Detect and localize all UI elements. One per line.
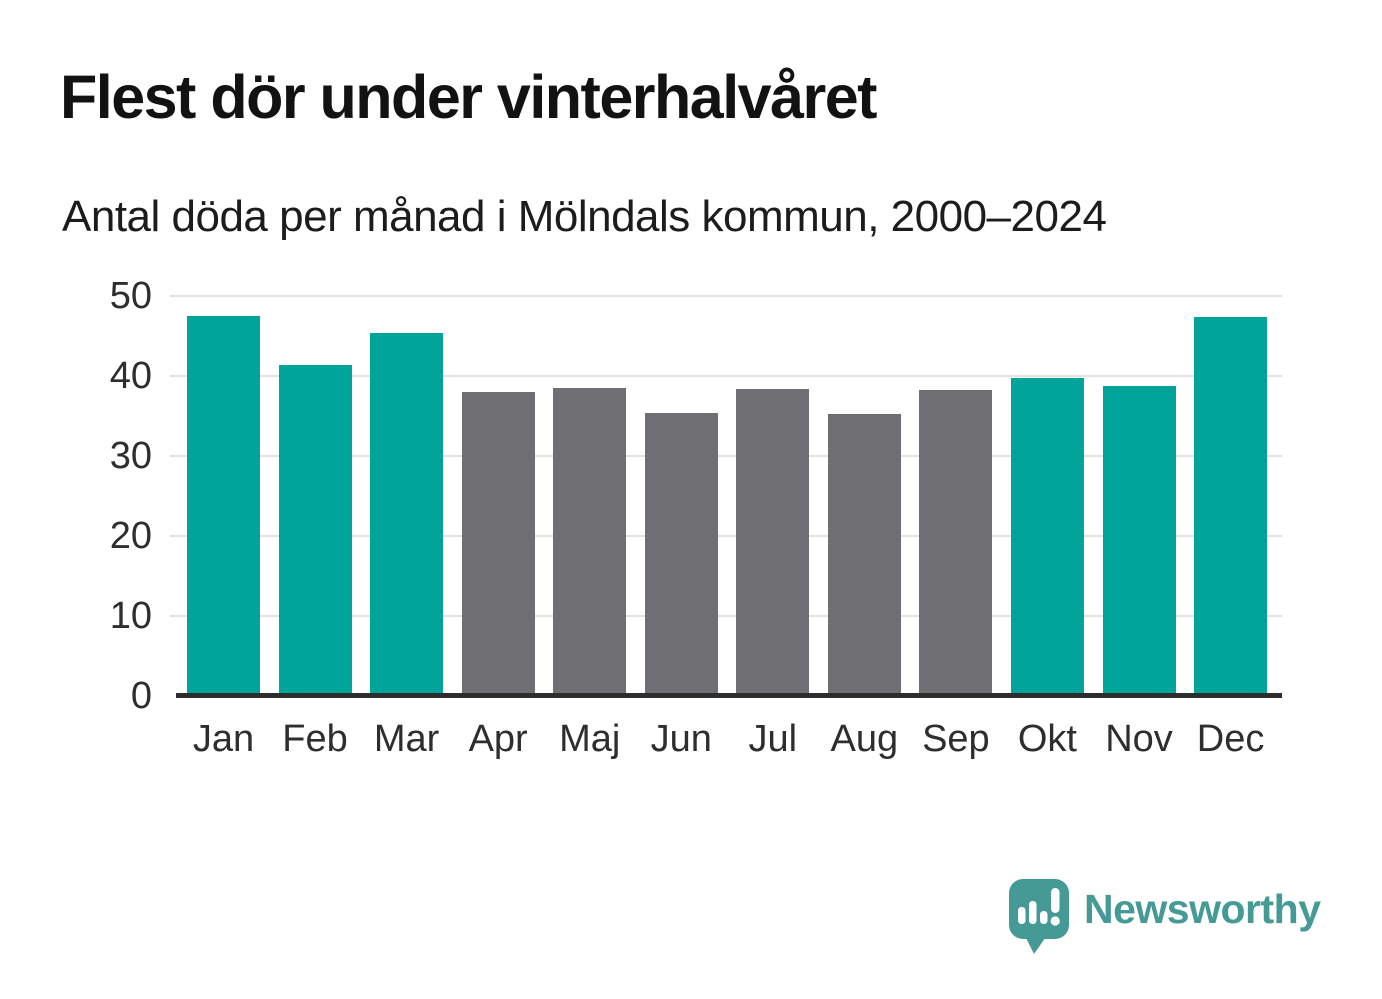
y-tick-label-30: 30	[109, 435, 152, 477]
bar-Sep	[919, 390, 993, 696]
chart-subtitle: Antal döda per månad i Mölndals kommun, …	[62, 192, 1107, 241]
bar-Jul	[736, 388, 810, 696]
bar-Nov	[1102, 385, 1176, 696]
bar-Okt	[1010, 378, 1084, 696]
bar-Aug	[827, 413, 901, 696]
bar-Mar	[370, 332, 444, 696]
x-tick-label-Okt: Okt	[1017, 718, 1077, 760]
bar-Apr	[461, 392, 535, 696]
x-tick-label-Jul: Jul	[748, 718, 798, 760]
gridline-10	[170, 615, 1282, 617]
x-tick-label-Jun: Jun	[650, 718, 712, 760]
x-tick-label-Jan: Jan	[192, 718, 255, 760]
bar-Jun	[644, 412, 718, 696]
y-tick-label-40: 40	[109, 355, 152, 397]
newsworthy-logo-text: Newsworthy	[1084, 885, 1321, 932]
bar-Maj	[553, 388, 627, 696]
x-tick-label-Mar: Mar	[373, 718, 440, 760]
bar-Feb	[278, 364, 352, 696]
plot-area	[170, 295, 1282, 696]
newsworthy-branding: Newsworthy	[1008, 878, 1321, 956]
x-axis-line	[176, 693, 1282, 698]
x-tick-label-Dec: Dec	[1196, 718, 1265, 760]
gridline-30	[170, 455, 1282, 457]
x-tick-label-Maj: Maj	[559, 718, 621, 760]
y-tick-label-50: 50	[109, 275, 152, 317]
y-tick-label-0: 0	[130, 675, 152, 717]
chart-title: Flest dör under vinterhalvåret	[60, 63, 878, 131]
bar-Jan	[187, 316, 260, 696]
y-tick-label-20: 20	[109, 515, 152, 557]
gridline-50	[170, 295, 1282, 297]
newsworthy-logo-icon	[1009, 879, 1069, 954]
gridline-20	[170, 535, 1282, 537]
x-tick-label-Sep: Sep	[922, 718, 990, 760]
x-tick-label-Aug: Aug	[830, 718, 899, 760]
x-tick-label-Nov: Nov	[1105, 718, 1173, 760]
bar-Dec	[1194, 316, 1268, 696]
x-tick-label-Apr: Apr	[468, 718, 528, 760]
x-tick-label-Feb: Feb	[282, 718, 348, 760]
y-tick-label-10: 10	[109, 595, 152, 637]
gridline-40	[170, 375, 1282, 377]
